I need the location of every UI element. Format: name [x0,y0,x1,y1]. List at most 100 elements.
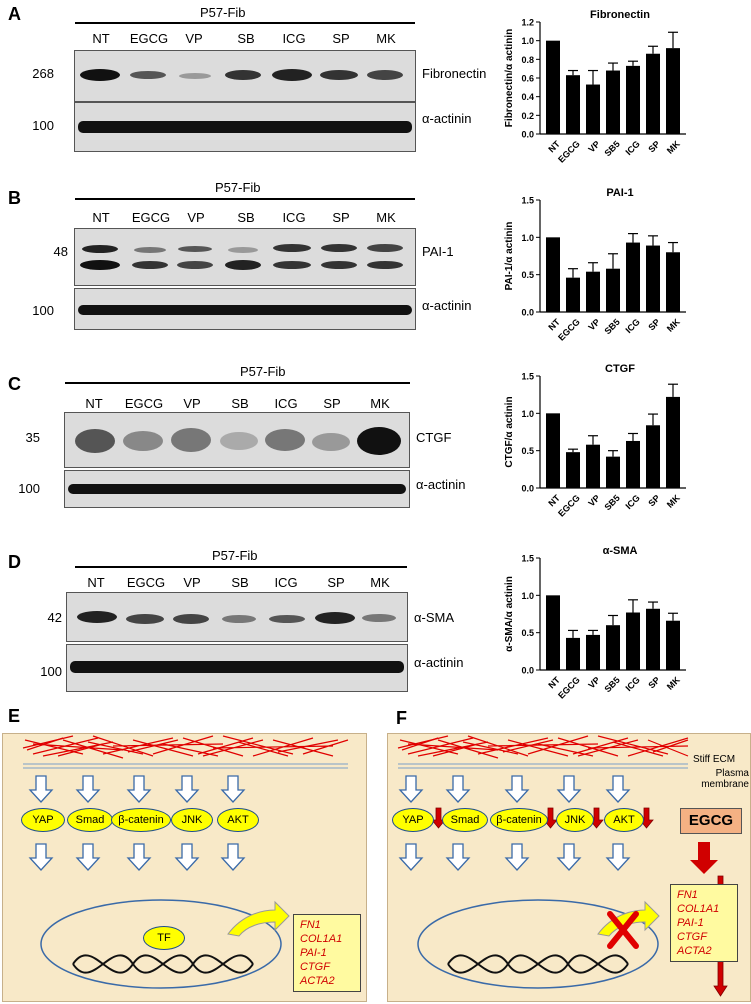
y-axis-label: PAI-1/α actinin [504,222,515,291]
lane-label: VP [183,396,201,411]
blot-label: α-actinin [422,111,472,126]
signal-beta-catenin: β-catenin [111,808,171,832]
chart-title: α-SMA [603,545,638,557]
y-tick-label: 1.0 [521,36,534,46]
y-tick-label: 0.0 [521,130,534,140]
y-tick-label: 1.0 [521,591,534,601]
chart-title: Fibronectin [590,9,650,21]
blot-pai1 [74,228,416,286]
x-tick-label: EGCG [556,493,582,519]
bar [566,277,580,312]
lane-label: MK [370,396,390,411]
x-tick-label: VP [586,493,602,509]
signal-smad: Smad [67,808,113,832]
blot-asma [66,592,408,642]
x-tick-label: VP [586,317,602,333]
panel-d-title: P57-Fib [212,548,258,563]
blot-label: PAI-1 [422,244,454,259]
signal-akt: AKT [604,808,644,832]
bar [566,637,580,670]
bar [646,425,660,488]
blot-fibronectin [74,50,416,102]
panel-d-letter: D [8,552,21,572]
bar [646,245,660,312]
panel-c-title: P57-Fib [240,364,286,379]
lane-label: NT [85,396,103,411]
x-tick-label: ICG [623,139,641,157]
arrow-row [398,775,631,871]
blot-label: CTGF [416,430,452,445]
bar [546,595,560,670]
x-tick-label: EGCG [556,675,582,701]
signal-akt: AKT [217,808,259,832]
y-tick-label: 0.5 [521,628,534,638]
signal-jnk: JNK [171,808,213,832]
diagram-e: YAP Smad β-catenin JNK AKT TF FN1 COL1A1… [2,733,367,1002]
blot-actinin [64,470,410,508]
transcription-factor: TF [143,926,185,950]
lane-label: NT [92,31,110,46]
blot-actinin [74,288,416,330]
lane-label: EGCG [129,31,169,46]
blot-label: α-actinin [414,655,464,670]
x-tick-label: MK [665,316,682,333]
x-tick-label: SP [646,139,662,155]
signal-smad: Smad [442,808,488,832]
gene: ACTA2 [677,945,712,957]
block-cross [607,911,639,949]
mw-marker: 268 [32,66,54,81]
gene: PAI-1 [677,917,704,929]
target-genes-f: FN1 COL1A1 PAI-1 CTGF ACTA2 [670,884,738,962]
lane-label: ICG [282,210,306,225]
gene: PAI-1 [300,947,327,959]
signal-yap: YAP [392,808,434,832]
x-tick-label: SB5 [602,317,621,336]
nucleus [417,899,659,989]
lane-label: SB [231,575,249,590]
lane-label: NT [92,210,110,225]
x-tick-label: EGCG [556,139,582,165]
x-tick-label: ICG [623,493,641,511]
bar [586,84,600,134]
egcg-box: EGCG [680,808,742,834]
x-tick-label: ICG [623,317,641,335]
x-tick-label: ICG [623,675,641,693]
lane-label: ICG [282,31,306,46]
ecm-fibers [397,735,689,759]
gene: COL1A1 [300,933,343,945]
blot-ctgf [64,412,410,468]
bar [606,268,620,312]
y-tick-label: 0.6 [521,74,534,84]
y-tick-label: 0.0 [521,308,534,318]
diagram-f: Stiff ECM Plasma membrane YAP Smad β-cat… [387,733,751,1002]
mw-marker: 35 [25,430,40,445]
x-tick-label: NT [546,138,562,154]
chart-title: CTGF [605,363,635,375]
panel-d-rule [75,566,407,568]
lane-label: VP [185,31,203,46]
bar [606,625,620,670]
blot-bands [68,484,406,494]
lane-label: ICG [274,575,298,590]
bar [626,440,640,488]
bar [566,75,580,134]
y-tick-label: 1.0 [521,409,534,419]
x-tick-label: NT [546,492,562,508]
bar [646,53,660,134]
y-axis-label: Fibronectin/α actinin [504,29,515,127]
mw-marker: 42 [47,610,62,625]
bar [626,612,640,670]
signal-jnk: JNK [556,808,594,832]
bar [626,65,640,134]
y-tick-label: 0.0 [521,666,534,676]
x-tick-label: SP [646,675,662,691]
lane-label: SP [327,575,345,590]
x-tick-label: SB5 [602,139,621,158]
ecm-label: Stiff ECM [693,754,736,765]
bar [546,237,560,312]
panel-e-letter: E [8,706,21,726]
diagram-e-graphics [22,735,349,989]
bar [586,271,600,312]
arrow-row [28,775,246,871]
y-axis-label: α-SMA/α actinin [504,576,515,652]
